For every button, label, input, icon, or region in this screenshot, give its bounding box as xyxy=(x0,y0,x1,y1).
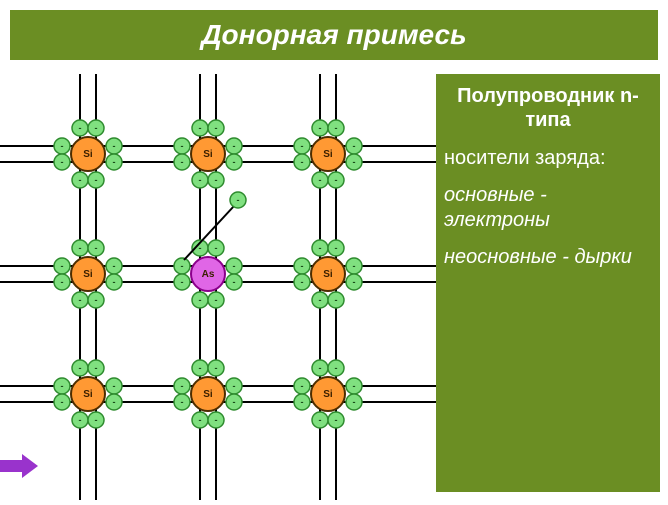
svg-text:-: - xyxy=(319,415,322,425)
svg-text:-: - xyxy=(353,157,356,167)
svg-text:-: - xyxy=(319,123,322,133)
svg-text:-: - xyxy=(233,141,236,151)
svg-text:-: - xyxy=(181,397,184,407)
title-text: Донорная примесь xyxy=(201,19,466,51)
input-arrow xyxy=(0,454,38,478)
svg-text:-: - xyxy=(215,123,218,133)
svg-text:-: - xyxy=(181,277,184,287)
svg-text:-: - xyxy=(181,157,184,167)
svg-text:-: - xyxy=(199,363,202,373)
svg-text:-: - xyxy=(181,381,184,391)
svg-text:-: - xyxy=(319,363,322,373)
panel-secondary: неосновные - дырки xyxy=(444,245,652,270)
svg-text:-: - xyxy=(215,415,218,425)
svg-text:-: - xyxy=(335,175,338,185)
svg-text:-: - xyxy=(61,141,64,151)
svg-text:-: - xyxy=(335,363,338,373)
svg-text:-: - xyxy=(79,243,82,253)
svg-text:-: - xyxy=(113,381,116,391)
lattice-diagram: - - - - - - - - - - - - - - - - - - - - - - - - - - - - - - - - - - - - - - - -… xyxy=(0,74,436,500)
svg-text:-: - xyxy=(353,277,356,287)
svg-text:-: - xyxy=(233,381,236,391)
svg-text:-: - xyxy=(95,123,98,133)
svg-text:-: - xyxy=(79,415,82,425)
panel-intro: носители заряда: xyxy=(444,146,652,171)
title-bar: Донорная примесь xyxy=(8,8,660,62)
svg-text:-: - xyxy=(61,157,64,167)
svg-text:-: - xyxy=(61,397,64,407)
arrow-icon xyxy=(0,454,38,478)
svg-text:-: - xyxy=(113,261,116,271)
svg-text:-: - xyxy=(301,261,304,271)
svg-text:-: - xyxy=(113,277,116,287)
svg-text:-: - xyxy=(79,175,82,185)
svg-text:-: - xyxy=(95,295,98,305)
svg-text:-: - xyxy=(233,157,236,167)
svg-text:-: - xyxy=(61,381,64,391)
svg-text:-: - xyxy=(353,141,356,151)
svg-text:-: - xyxy=(353,261,356,271)
svg-text:-: - xyxy=(181,261,184,271)
svg-text:-: - xyxy=(181,141,184,151)
svg-text:-: - xyxy=(237,195,240,205)
svg-text:As: As xyxy=(202,269,215,280)
svg-text:Si: Si xyxy=(83,149,93,160)
svg-text:-: - xyxy=(233,277,236,287)
svg-text:-: - xyxy=(319,295,322,305)
svg-text:-: - xyxy=(301,397,304,407)
svg-text:-: - xyxy=(79,123,82,133)
svg-text:-: - xyxy=(233,261,236,271)
svg-text:-: - xyxy=(199,123,202,133)
svg-text:-: - xyxy=(301,141,304,151)
svg-text:-: - xyxy=(353,381,356,391)
svg-text:-: - xyxy=(113,157,116,167)
svg-text:-: - xyxy=(95,243,98,253)
svg-text:Si: Si xyxy=(203,389,213,400)
svg-text:-: - xyxy=(199,175,202,185)
svg-text:-: - xyxy=(319,243,322,253)
svg-text:-: - xyxy=(61,261,64,271)
svg-text:-: - xyxy=(95,415,98,425)
svg-text:-: - xyxy=(301,157,304,167)
svg-text:-: - xyxy=(79,363,82,373)
svg-text:-: - xyxy=(79,295,82,305)
side-panel: Полупроводник n-типа носители заряда: ос… xyxy=(436,74,660,492)
svg-text:-: - xyxy=(95,175,98,185)
svg-text:-: - xyxy=(215,175,218,185)
panel-primary: основные - электроны xyxy=(444,183,652,233)
svg-text:Si: Si xyxy=(83,269,93,280)
svg-text:-: - xyxy=(335,123,338,133)
svg-text:-: - xyxy=(335,243,338,253)
svg-text:-: - xyxy=(199,415,202,425)
svg-text:-: - xyxy=(61,277,64,287)
svg-text:-: - xyxy=(233,397,236,407)
lattice-svg: - - - - - - - - - - - - - - - - - - - - - - - - - - - - - - - - - - - - - - - -… xyxy=(0,74,436,500)
svg-text:-: - xyxy=(335,415,338,425)
svg-text:-: - xyxy=(301,381,304,391)
svg-text:-: - xyxy=(301,277,304,287)
svg-text:-: - xyxy=(113,141,116,151)
svg-text:Si: Si xyxy=(323,269,333,280)
svg-text:Si: Si xyxy=(83,389,93,400)
svg-text:-: - xyxy=(353,397,356,407)
svg-text:-: - xyxy=(319,175,322,185)
svg-text:-: - xyxy=(215,243,218,253)
svg-text:Si: Si xyxy=(323,389,333,400)
svg-text:Si: Si xyxy=(203,149,213,160)
svg-text:-: - xyxy=(113,397,116,407)
svg-text:-: - xyxy=(335,295,338,305)
svg-text:-: - xyxy=(95,363,98,373)
svg-text:Si: Si xyxy=(323,149,333,160)
svg-text:-: - xyxy=(215,363,218,373)
svg-text:-: - xyxy=(215,295,218,305)
svg-text:-: - xyxy=(199,295,202,305)
panel-heading: Полупроводник n-типа xyxy=(444,84,652,132)
